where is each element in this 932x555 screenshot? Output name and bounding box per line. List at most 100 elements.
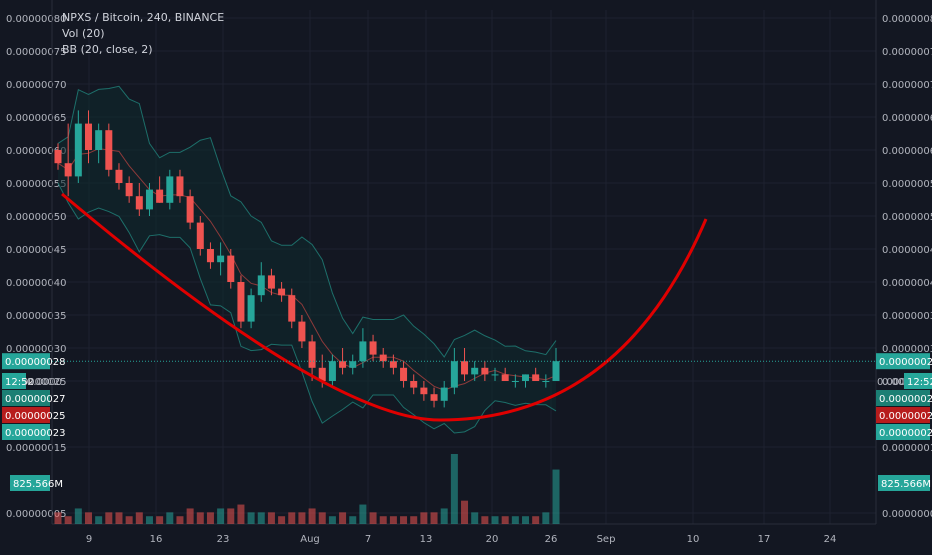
candle-body[interactable] (267, 275, 275, 289)
candle-body[interactable] (349, 361, 357, 368)
candle-body[interactable] (227, 255, 235, 282)
candle-body[interactable] (461, 361, 469, 375)
volume-bar (267, 512, 275, 524)
candle-body[interactable] (481, 367, 489, 375)
price-tick-label-right: 0.00000075 (882, 47, 932, 58)
candle-body[interactable] (135, 196, 143, 210)
candle-body[interactable] (247, 295, 255, 322)
candle-body[interactable] (156, 189, 164, 203)
candle-body[interactable] (54, 150, 62, 164)
candle-body[interactable] (339, 361, 347, 368)
volume-bar (196, 512, 204, 524)
candle-body[interactable] (552, 361, 560, 381)
candle-body[interactable] (105, 130, 113, 170)
candle-body[interactable] (64, 163, 72, 177)
volume-bar (369, 512, 377, 524)
price-tick-label-left: 0.00000045 (6, 245, 66, 256)
price-tag-23-right: 0.00000023 (879, 428, 932, 439)
candle-body[interactable] (298, 321, 306, 342)
candle-body[interactable] (74, 123, 82, 177)
candle-body[interactable] (389, 361, 397, 368)
candle-body[interactable] (450, 361, 458, 388)
rounding-bottom-curve[interactable] (61, 192, 708, 422)
volume-bar (359, 504, 367, 524)
countdown-tag-right-bg (904, 373, 932, 389)
candle-body[interactable] (440, 387, 448, 401)
candle-body[interactable] (95, 130, 103, 150)
price-tag-25-left: 0.00000025 (5, 411, 65, 422)
volume-bar (461, 500, 469, 524)
candle-body[interactable] (501, 374, 509, 381)
volume-bar (450, 454, 458, 524)
candle-body[interactable] (522, 374, 530, 381)
price-tick-label-right: 0.00000050 (882, 212, 932, 223)
candle-body[interactable] (288, 295, 296, 322)
candle-body[interactable] (145, 189, 153, 210)
candle-body[interactable] (196, 222, 204, 249)
time-tick-label: 13 (420, 534, 433, 545)
volume-bar (74, 508, 82, 524)
candle-body[interactable] (471, 367, 479, 375)
candle-body[interactable] (491, 374, 499, 376)
candle-body[interactable] (400, 367, 408, 381)
candle-body[interactable] (430, 394, 438, 401)
candle-body[interactable] (186, 196, 194, 223)
candle-body[interactable] (115, 169, 123, 183)
candle-body[interactable] (420, 387, 428, 395)
price-tick-label-right: 0.00000055 (882, 179, 932, 190)
volume-tag-right-bg (878, 475, 930, 491)
volume-bar (532, 516, 540, 524)
candle-body[interactable] (328, 361, 336, 381)
time-tick-label: 20 (486, 534, 499, 545)
price-tick-label-right: 0.00000080 (882, 14, 932, 25)
candle-body[interactable] (125, 183, 133, 197)
candle-body[interactable] (84, 123, 92, 150)
bollinger-indicator-label[interactable]: BB (20, close, 2) (62, 43, 153, 56)
price-tag-25-left-bg (2, 407, 50, 423)
time-tick-label: 24 (824, 534, 837, 545)
volume-bar (206, 512, 214, 524)
countdown-tag-right: 12:52 (907, 377, 932, 388)
symbol-title[interactable]: NPXS / Bitcoin, 240, BINANCE (62, 11, 225, 24)
volume-tag-left-bg (10, 475, 50, 491)
candle-body[interactable] (318, 367, 326, 381)
volume-bar (542, 512, 550, 524)
candle-body[interactable] (176, 176, 184, 197)
candle-body[interactable] (369, 341, 377, 355)
candle-body[interactable] (206, 249, 214, 263)
price-tick-label-right: 0.00000045 (882, 245, 932, 256)
volume-bar (145, 516, 153, 524)
candle-body[interactable] (308, 341, 316, 368)
time-tick-label: 23 (217, 534, 230, 545)
price-tick-label-left: 0.00000080 (6, 14, 66, 25)
volume-bar (288, 512, 296, 524)
candle-body[interactable] (237, 282, 245, 322)
price-tick-label-right: 0.00000040 (882, 278, 932, 289)
candle-body[interactable] (532, 374, 540, 381)
candle-body[interactable] (542, 381, 550, 382)
chart-legend: NPXS / Bitcoin, 240, BINANCE Vol (20) BB… (62, 10, 224, 58)
volume-bar (95, 516, 103, 524)
price-tick-label-left: 0.00000015 (6, 443, 66, 454)
candle-body[interactable] (511, 381, 519, 382)
time-tick-label: 16 (150, 534, 163, 545)
candle-body[interactable] (359, 341, 367, 362)
volume-bar (217, 508, 225, 524)
price-tick-label-left: 0.00000035 (6, 311, 66, 322)
candle-body[interactable] (217, 255, 225, 263)
price-tag-23-left-bg (2, 424, 50, 440)
volume-bar (278, 516, 286, 524)
volume-indicator-label[interactable]: Vol (20) (62, 27, 105, 40)
candle-body[interactable] (379, 354, 387, 362)
volume-bar (440, 508, 448, 524)
price-tick-label-left: 0.00000065 (6, 113, 66, 124)
volume-bar (135, 512, 143, 524)
candle-body[interactable] (166, 176, 174, 203)
volume-bar (511, 516, 519, 524)
candle-body[interactable] (257, 275, 265, 296)
candle-body[interactable] (410, 381, 418, 388)
candle-body[interactable] (278, 288, 286, 296)
